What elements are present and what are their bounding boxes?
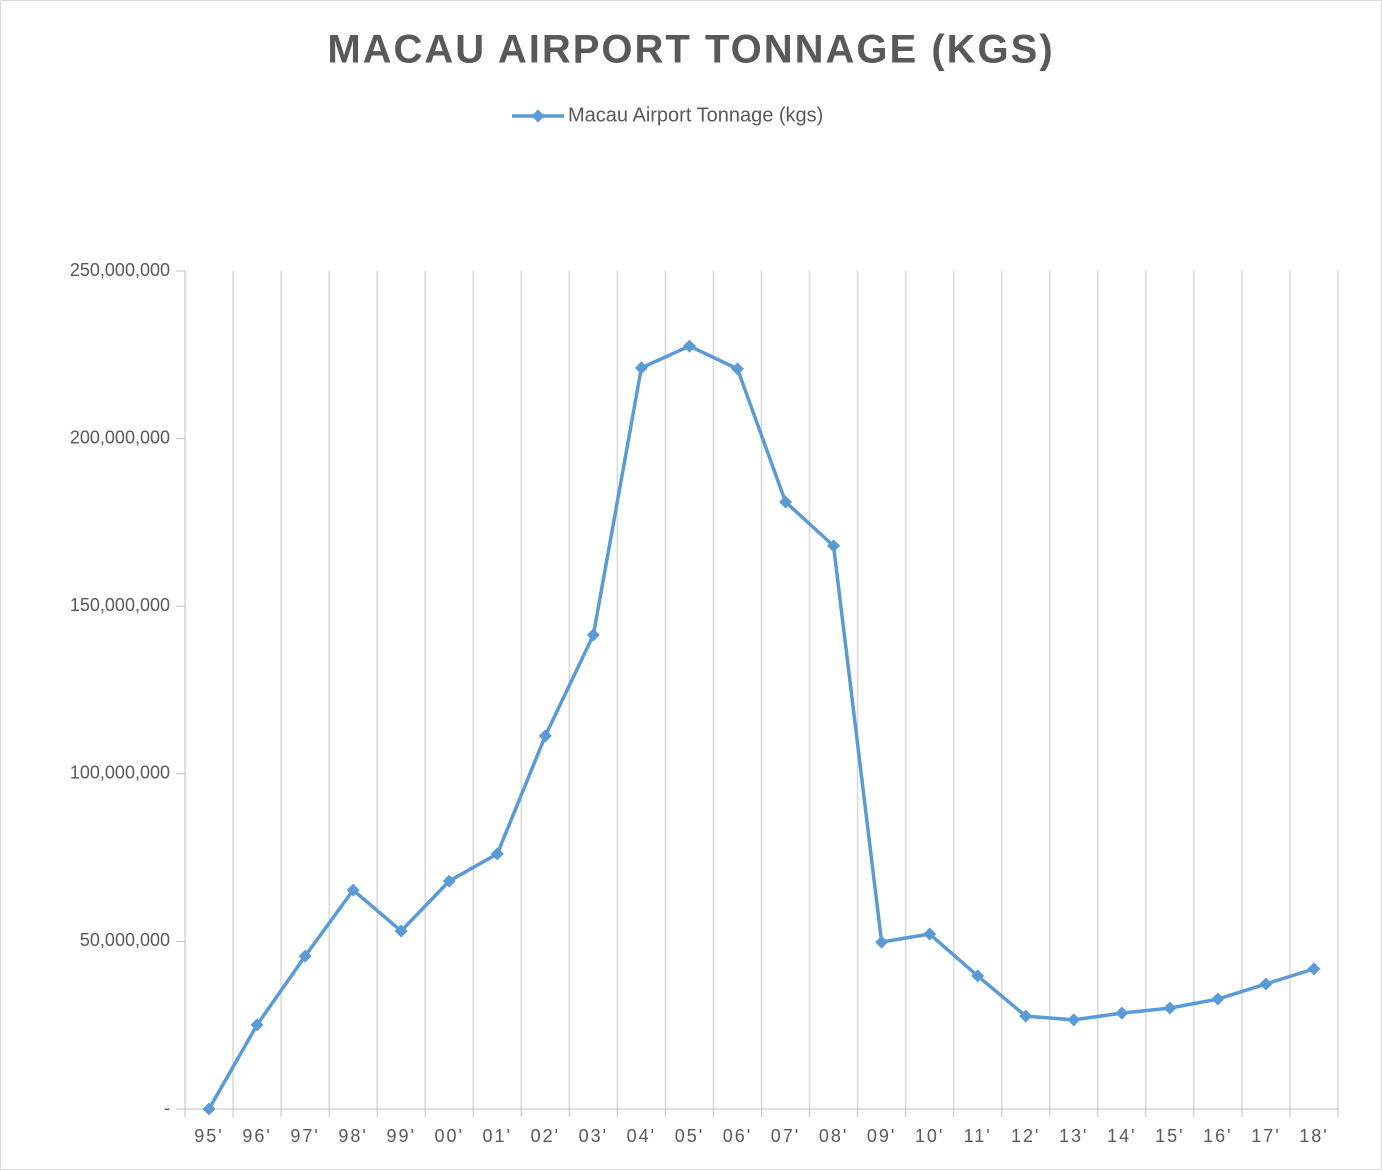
data-point [923,927,937,941]
x-tick-label: 96' [242,1126,271,1146]
x-tick-label: 06' [723,1126,752,1146]
x-tick-label: 08' [819,1126,848,1146]
data-point [538,729,552,743]
data-point [827,539,841,553]
data-point [394,924,408,938]
x-tick-label: 17' [1251,1126,1280,1146]
x-tick-label: 09' [867,1126,896,1146]
data-point [1067,1013,1081,1027]
data-point [1115,1006,1129,1020]
x-tick-label: 15' [1155,1126,1184,1146]
data-point [730,362,744,376]
data-point [250,1018,264,1032]
x-tick-label: 95' [194,1126,223,1146]
x-tick-label: 00' [434,1126,463,1146]
y-tick-label: 150,000,000 [70,595,170,615]
y-tick-label: 250,000,000 [70,260,170,280]
legend-label: Macau Airport Tonnage (kgs) [568,104,823,126]
x-tick-label: 14' [1107,1126,1136,1146]
data-point [346,883,360,897]
data-point [1259,977,1273,991]
y-tick-label: - [164,1098,170,1118]
legend-marker [531,109,545,123]
data-point [298,949,312,963]
data-point [586,628,600,642]
x-tick-label: 04' [627,1126,656,1146]
x-tick-label: 13' [1059,1126,1088,1146]
x-tick-label: 11' [964,1126,992,1146]
x-tick-label: 05' [675,1126,704,1146]
x-tick-label: 03' [579,1126,608,1146]
y-tick-label: 200,000,000 [70,427,170,447]
y-tick-label: 100,000,000 [70,763,170,783]
data-point [682,339,696,353]
data-point [1019,1009,1033,1023]
data-point [442,874,456,888]
data-point [634,361,648,375]
x-tick-label: 02' [531,1126,560,1146]
series-line [207,344,1315,1110]
x-tick-label: 98' [338,1126,367,1146]
chart-title: MACAU AIRPORT TONNAGE (KGS) [327,28,1054,72]
data-point [1211,992,1225,1006]
data-point [971,969,985,983]
data-point [875,935,889,949]
data-point [779,495,793,509]
x-tick-label: 01' [483,1126,512,1146]
x-tick-label: 99' [386,1126,415,1146]
data-point [1163,1001,1177,1015]
data-point [1307,962,1321,976]
x-tick-label: 12' [1011,1126,1040,1146]
x-tick-label: 97' [290,1126,319,1146]
x-tick-label: 10' [915,1126,944,1146]
y-tick-label: 50,000,000 [80,930,170,950]
x-tick-label: 07' [771,1126,800,1146]
x-tick-label: 18' [1299,1126,1328,1146]
data-point [490,847,504,861]
data-point [202,1102,216,1116]
x-tick-label: 16' [1203,1126,1232,1146]
